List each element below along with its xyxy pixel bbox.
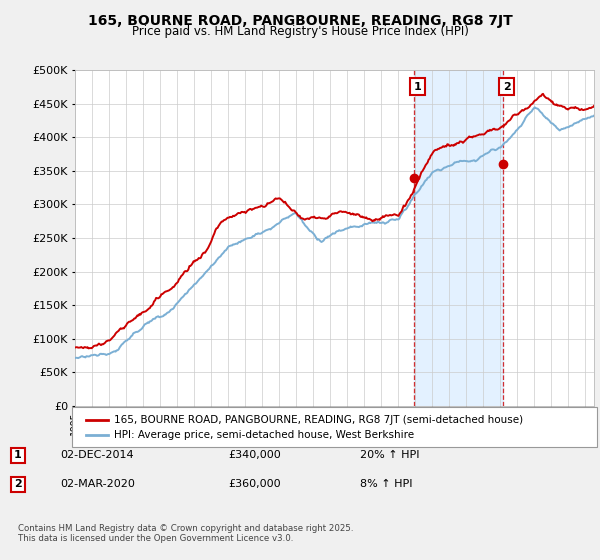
Text: £360,000: £360,000 (228, 479, 281, 489)
Text: 1: 1 (14, 450, 22, 460)
Text: 02-MAR-2020: 02-MAR-2020 (60, 479, 135, 489)
Text: 2: 2 (503, 82, 511, 92)
Text: 20% ↑ HPI: 20% ↑ HPI (360, 450, 419, 460)
Text: 8% ↑ HPI: 8% ↑ HPI (360, 479, 413, 489)
Text: Contains HM Land Registry data © Crown copyright and database right 2025.
This d: Contains HM Land Registry data © Crown c… (18, 524, 353, 543)
Text: HPI: Average price, semi-detached house, West Berkshire: HPI: Average price, semi-detached house,… (114, 430, 414, 440)
Text: 165, BOURNE ROAD, PANGBOURNE, READING, RG8 7JT: 165, BOURNE ROAD, PANGBOURNE, READING, R… (88, 14, 512, 28)
Bar (414, 70, 503, 406)
Text: Price paid vs. HM Land Registry's House Price Index (HPI): Price paid vs. HM Land Registry's House … (131, 25, 469, 38)
Text: 165, BOURNE ROAD, PANGBOURNE, READING, RG8 7JT (semi-detached house): 165, BOURNE ROAD, PANGBOURNE, READING, R… (114, 414, 523, 424)
Text: £340,000: £340,000 (228, 450, 281, 460)
Text: 02-DEC-2014: 02-DEC-2014 (60, 450, 134, 460)
Text: 1: 1 (413, 82, 421, 92)
Text: 2: 2 (14, 479, 22, 489)
